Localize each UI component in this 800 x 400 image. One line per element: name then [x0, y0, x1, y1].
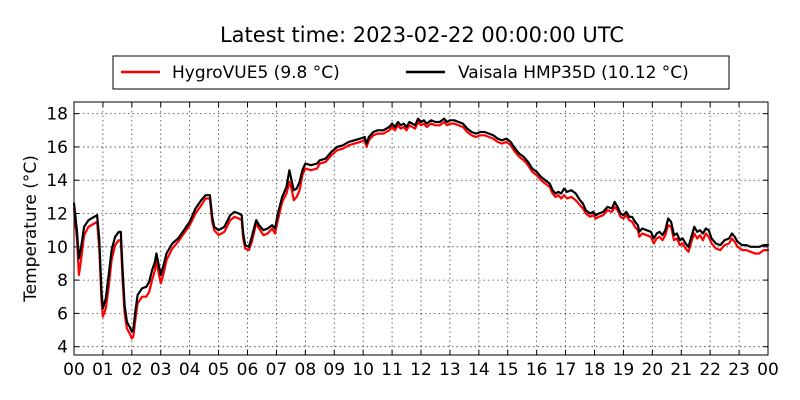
x-tick-label: 23: [728, 360, 750, 380]
y-tick-label: 4: [57, 338, 68, 358]
x-tick-label: 19: [613, 360, 635, 380]
x-tick-label: 20: [642, 360, 664, 380]
x-tick-label: 04: [179, 360, 201, 380]
y-tick-label: 6: [57, 304, 68, 324]
x-tick-label: 21: [670, 360, 692, 380]
y-axis-label: Temperature (°C): [21, 155, 41, 303]
x-tick-label: 05: [208, 360, 230, 380]
x-tick-label: 02: [121, 360, 143, 380]
x-tick-label: 06: [237, 360, 259, 380]
x-tick-label: 16: [526, 360, 548, 380]
series-group: [72, 117, 770, 340]
x-tick-label: 12: [410, 360, 432, 380]
x-tick-label: 13: [439, 360, 461, 380]
x-tick-label: 08: [295, 360, 317, 380]
series-line-hygrovue5: [72, 120, 770, 340]
series-line-vaisala: [72, 117, 770, 333]
x-tick-label: 10: [352, 360, 374, 380]
legend: HygroVUE5 (9.8 °C) Vaisala HMP35D (10.12…: [112, 55, 730, 90]
x-tick-label: 17: [555, 360, 577, 380]
chart-title: Latest time: 2023-02-22 00:00:00 UTC: [220, 23, 624, 47]
y-tick-label: 10: [46, 238, 68, 258]
plot-area: [73, 101, 769, 356]
x-tick-labels: 00 01 02 03 04 05 06 07 08 09 10 11 12 13 14 15 16 17 18 19…: [63, 360, 779, 380]
x-tick-label: 22: [699, 360, 721, 380]
x-tick-label: 09: [323, 360, 345, 380]
legend-label-vaisala: Vaisala HMP35D (10.12 °C): [458, 63, 689, 83]
y-tick-label: 14: [46, 171, 68, 191]
x-tick-label: 00: [63, 360, 85, 380]
x-tick-label: 07: [266, 360, 288, 380]
x-tick-label: 01: [92, 360, 114, 380]
x-tick-label: 14: [468, 360, 490, 380]
x-tick-label: 15: [497, 360, 519, 380]
x-tick-label: 18: [584, 360, 606, 380]
y-tick-label: 12: [46, 205, 68, 225]
y-tick-label: 18: [46, 105, 68, 125]
x-tick-label: 00: [757, 360, 779, 380]
x-tick-label: 03: [150, 360, 172, 380]
y-tick-label: 8: [57, 271, 68, 291]
x-tick-label: 11: [381, 360, 403, 380]
ticks: [73, 102, 769, 355]
y-tick-label: 16: [46, 138, 68, 158]
y-tick-labels: 4 6 8 10 12 14 16 18: [46, 105, 68, 358]
legend-label-hygrovue5: HygroVUE5 (9.8 °C): [172, 63, 340, 83]
